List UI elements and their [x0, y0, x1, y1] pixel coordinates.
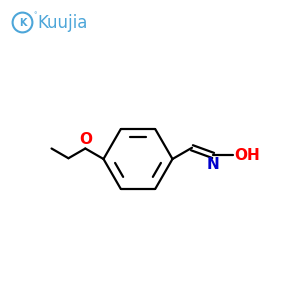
Text: N: N [207, 157, 220, 172]
Text: Kuujia: Kuujia [38, 14, 88, 32]
Text: K: K [19, 17, 26, 28]
Text: O: O [79, 132, 92, 147]
Text: OH: OH [234, 148, 260, 163]
Text: °: ° [33, 13, 37, 19]
